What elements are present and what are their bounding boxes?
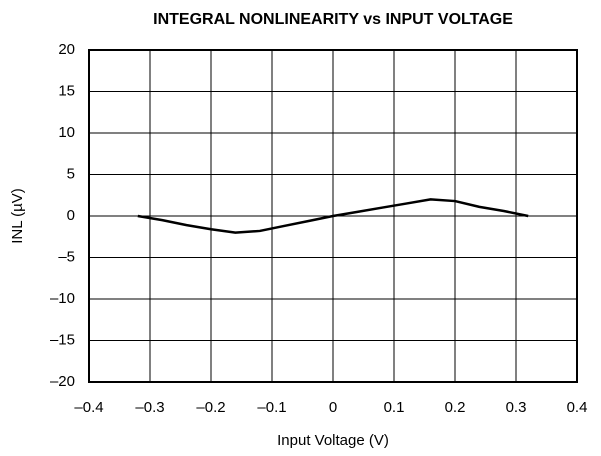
x-tick-label: 0.2 [445,399,466,416]
data-line [137,198,529,234]
x-tick-label: –0.1 [257,399,286,416]
y-tick-label: –10 [50,290,75,307]
x-tick-label: –0.4 [74,399,103,416]
y-tick-label: 5 [67,165,75,182]
x-tick-label: –0.2 [196,399,225,416]
plot-frame [88,49,578,383]
y-tick-label: 10 [58,124,75,141]
x-tick-label: 0.4 [567,399,588,416]
x-tick-label: –0.3 [135,399,164,416]
chart-title: INTEGRAL NONLINEARITY vs INPUT VOLTAGE [153,11,513,28]
y-tick-label: 15 [58,82,75,99]
y-tick-label: –15 [50,331,75,348]
x-tick-label: 0 [329,399,337,416]
y-axis-label: INL (µV) [9,188,26,244]
y-tick-label: –20 [50,373,75,390]
x-tick-label: 0.1 [384,399,405,416]
y-tick-label: –5 [58,248,75,265]
x-axis-label: Input Voltage (V) [277,432,389,449]
y-tick-label: 20 [58,41,75,58]
y-tick-label: 0 [67,207,75,224]
x-tick-label: 0.3 [506,399,527,416]
